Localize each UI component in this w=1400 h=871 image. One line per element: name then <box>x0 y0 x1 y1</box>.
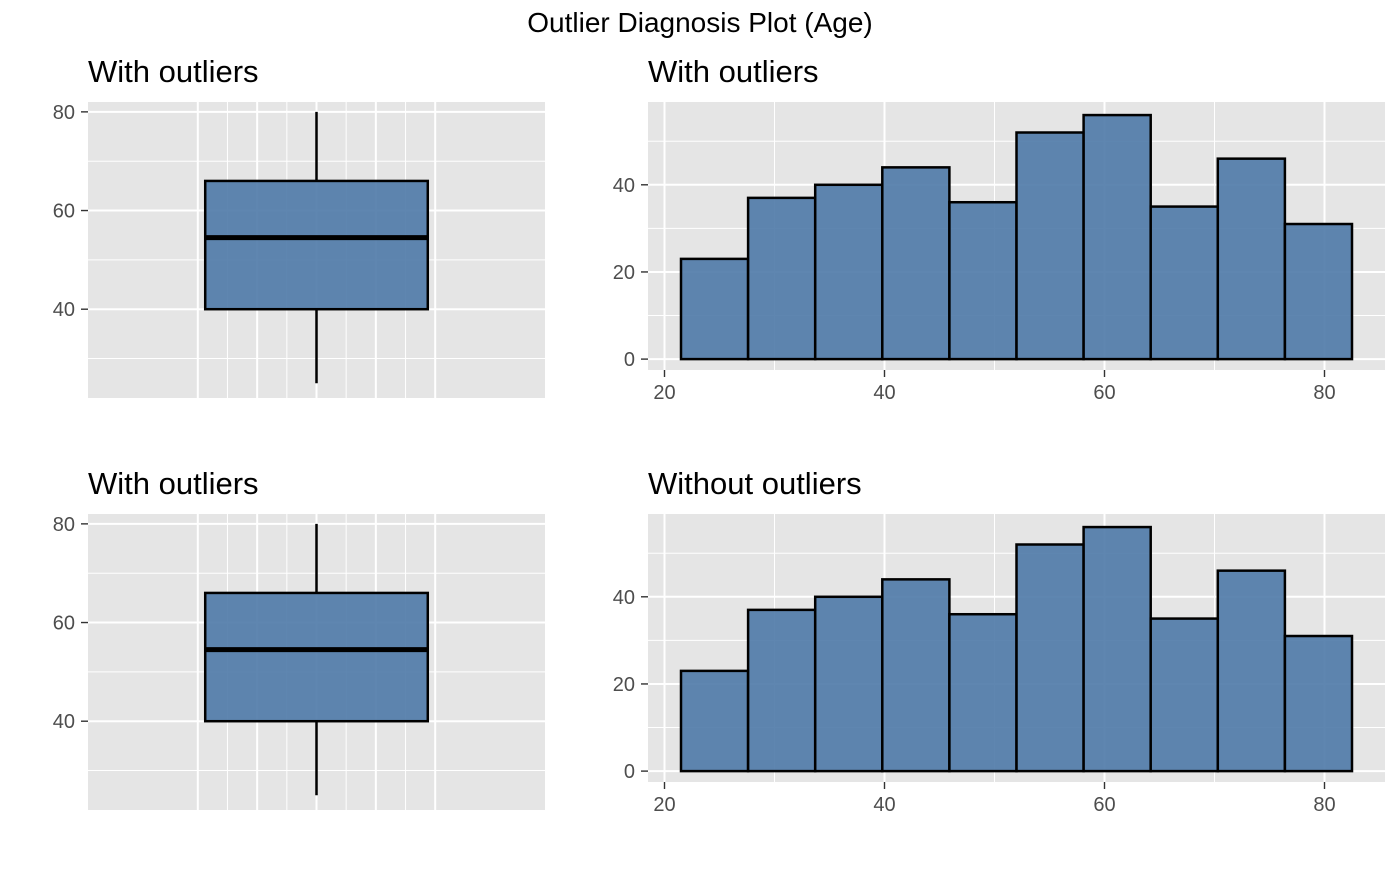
y-tick-label: 0 <box>624 349 635 371</box>
y-tick-label: 80 <box>53 102 75 124</box>
y-tick-label: 40 <box>613 175 635 197</box>
histogram-bar <box>1216 569 1287 773</box>
histogram-bar <box>1149 617 1220 773</box>
histogram-panel-top: 0 20 40 20 40 60 80 With outliers <box>613 54 1385 404</box>
panel-title: Without outliers <box>648 466 862 501</box>
y-tick-label: 80 <box>53 514 75 536</box>
x-tick-label: 60 <box>1093 382 1115 404</box>
x-tick-label: 40 <box>873 382 895 404</box>
histogram-bar <box>948 200 1018 361</box>
histogram-bar <box>1149 205 1220 361</box>
histogram-bar <box>1015 131 1085 361</box>
histogram-bar <box>881 578 951 773</box>
histogram-bar <box>881 166 951 361</box>
histogram-bar <box>1082 525 1152 773</box>
y-tick-label: 40 <box>53 711 75 733</box>
x-tick-label: 20 <box>653 794 675 816</box>
main-title: Outlier Diagnosis Plot (Age) <box>527 7 872 38</box>
panel-title: With outliers <box>88 54 259 89</box>
y-tick-label: 40 <box>613 587 635 609</box>
panel-title: With outliers <box>88 466 259 501</box>
y-tick-label: 20 <box>613 262 635 284</box>
y-tick-label: 60 <box>53 201 75 223</box>
boxplot-panel-bottom: 40 60 80 With outliers <box>53 466 545 810</box>
histogram-bar <box>948 612 1018 773</box>
x-tick-label: 80 <box>1313 382 1335 404</box>
box-iqr <box>203 179 430 311</box>
x-tick-label: 60 <box>1093 794 1115 816</box>
y-tick-label: 0 <box>624 761 635 783</box>
histogram-bar <box>813 595 884 773</box>
histogram-bar <box>679 257 750 361</box>
y-tick-label: 20 <box>613 674 635 696</box>
histogram-bar <box>1082 113 1152 361</box>
histogram-bar <box>679 669 750 773</box>
y-tick-label: 40 <box>53 299 75 321</box>
box-iqr <box>203 591 430 723</box>
histogram-panel-bottom: 0 20 40 20 40 60 80 Without outliers <box>613 466 1385 816</box>
histogram-bar <box>813 183 884 361</box>
histogram-bar <box>1283 222 1354 361</box>
x-tick-label: 40 <box>873 794 895 816</box>
histogram-bar <box>746 196 817 361</box>
x-tick-label: 20 <box>653 382 675 404</box>
histogram-bar <box>1216 157 1287 361</box>
histogram-bar <box>1015 543 1085 773</box>
x-tick-label: 80 <box>1313 794 1335 816</box>
panel-title: With outliers <box>648 54 819 89</box>
boxplot-panel-top: 40 60 80 With outliers <box>53 54 545 398</box>
histogram-bar <box>746 608 817 773</box>
histogram-bar <box>1283 634 1354 773</box>
y-tick-label: 60 <box>53 613 75 635</box>
